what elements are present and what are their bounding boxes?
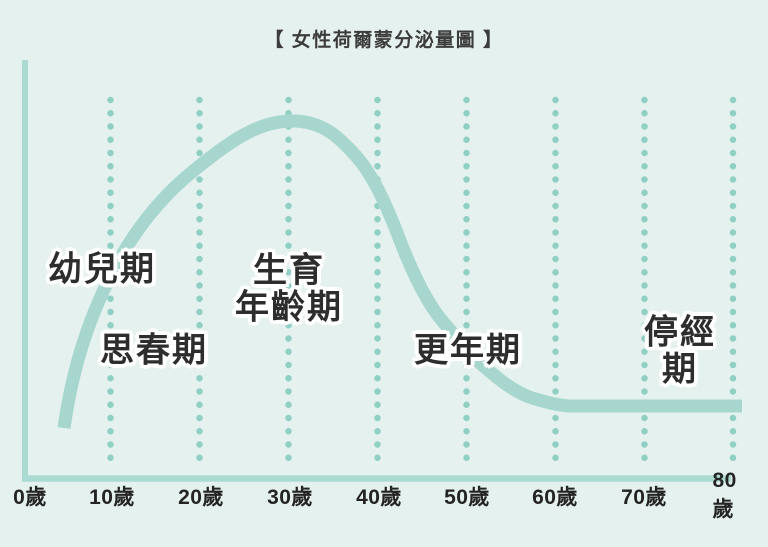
stage-label-reproductive-age: 生育 年齡期	[235, 251, 343, 326]
hormone-curve	[57, 114, 742, 429]
x-tick-0: 0歲	[13, 486, 47, 509]
x-tick-20: 20歲	[178, 486, 224, 509]
x-tick-80: 80歲	[712, 469, 737, 521]
x-tick-10: 10歲	[89, 486, 135, 509]
x-tick-40: 40歲	[356, 486, 402, 509]
stage-label-infancy: 幼兒期	[48, 250, 156, 289]
stage-label-menopause-transition: 更年期	[414, 331, 522, 370]
x-tick-60: 60歲	[532, 486, 578, 509]
stage-label-puberty: 思春期	[100, 331, 208, 370]
x-tick-70: 70歲	[621, 486, 667, 509]
x-tick-50: 50歲	[444, 486, 490, 509]
stage-label-postmenopause: 停經期	[644, 313, 716, 388]
x-tick-30: 30歲	[267, 486, 313, 509]
chart-title: 【 女性荷爾蒙分泌量圖 】	[264, 30, 504, 51]
